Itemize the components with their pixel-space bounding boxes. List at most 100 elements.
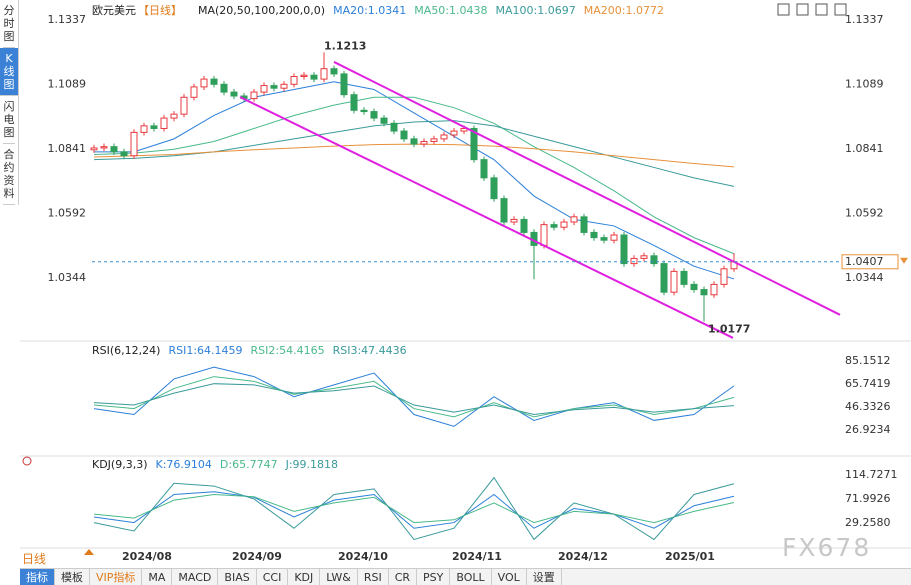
current-price-label: 1.0407 xyxy=(845,255,884,268)
background xyxy=(20,0,911,568)
candle-body xyxy=(310,74,318,80)
candle-body xyxy=(150,125,158,129)
y-tick-label: 114.7271 xyxy=(845,468,898,481)
candle-body xyxy=(460,127,468,132)
side-tabs: 分时图 K线图 闪电图 合约资料 xyxy=(0,0,19,205)
candle-body xyxy=(210,78,218,85)
candle-body xyxy=(110,146,118,153)
legend-entry: MA200:1.0772 xyxy=(584,4,664,17)
timeframe-label: 【日线】 xyxy=(138,3,182,17)
candle-body xyxy=(380,117,388,124)
ma-line xyxy=(93,96,735,255)
y-tick-label: 85.1512 xyxy=(845,354,891,367)
toolbar-icons[interactable] xyxy=(777,3,847,16)
trend-line xyxy=(239,96,734,339)
panel-legend: RSI(6,12,24) RSI1:64.1459 RSI2:54.4165 RSI3… xyxy=(92,344,407,357)
candle-body xyxy=(190,86,198,98)
indicator-line xyxy=(93,383,735,416)
panel-title: RSI(6,12,24) xyxy=(92,344,160,357)
candle-body xyxy=(650,255,658,265)
high-label: 1.1213 xyxy=(324,39,366,52)
candle-body xyxy=(450,130,458,136)
candle-body xyxy=(720,268,728,285)
y-tick-label: 1.1337 xyxy=(845,13,884,26)
y-tick-label: 46.3326 xyxy=(845,400,891,413)
candle-body xyxy=(620,234,628,265)
bottom-tab[interactable]: CR xyxy=(389,569,418,585)
trend-line xyxy=(333,61,841,316)
candle-body xyxy=(600,237,608,241)
indicator-label: MA(20,50,100,200,0,0) xyxy=(198,4,325,17)
y-tick-label-left: 1.0344 xyxy=(48,271,87,284)
y-tick-label-left: 1.1089 xyxy=(48,78,87,91)
bottom-tab[interactable]: VIP指标 xyxy=(90,569,143,585)
current-price-marker xyxy=(900,257,908,264)
candle-body xyxy=(200,78,208,88)
candle-body xyxy=(710,283,718,296)
indicator-line xyxy=(93,476,735,541)
side-tab[interactable]: 闪电图 xyxy=(3,96,15,144)
bottom-tab[interactable]: PSY xyxy=(417,569,451,585)
candle-body xyxy=(630,257,638,265)
candle-body xyxy=(330,68,338,75)
candle-body xyxy=(580,216,588,233)
watermark: FX678 xyxy=(782,533,872,562)
legend-entry: MA50:1.0438 xyxy=(414,4,487,17)
candle-body xyxy=(180,96,188,115)
candle-body xyxy=(370,111,378,119)
candle-body xyxy=(690,283,698,291)
settings-icon[interactable] xyxy=(22,456,32,466)
y-tick-label: 1.0841 xyxy=(845,142,884,155)
bottom-tab[interactable]: 模板 xyxy=(55,569,90,585)
candle-body xyxy=(280,83,288,89)
y-tick-label: 1.0344 xyxy=(845,271,884,284)
candle-body xyxy=(390,122,398,132)
side-tab[interactable]: 分时图 xyxy=(3,0,15,48)
candle-body xyxy=(220,83,228,93)
candle-body xyxy=(480,159,488,179)
bottom-tab[interactable]: 设置 xyxy=(527,569,562,585)
x-tick-label: 2024/09 xyxy=(232,550,282,563)
bottom-tab[interactable]: KDJ xyxy=(288,569,321,585)
candle-body xyxy=(500,198,508,223)
candle-body xyxy=(410,138,418,145)
candle-body xyxy=(400,130,408,140)
side-tab[interactable]: K线图 xyxy=(0,48,18,96)
timeframe-arrow[interactable] xyxy=(84,549,94,555)
legend-entry: MA100:1.0697 xyxy=(496,4,576,17)
bottom-tab[interactable]: VOL xyxy=(492,569,527,585)
y-tick-label: 26.9234 xyxy=(845,423,891,436)
y-tick-label-left: 1.0592 xyxy=(48,207,87,220)
candle-body xyxy=(170,113,178,119)
bottom-tab[interactable]: CCI xyxy=(257,569,289,585)
bottom-tab[interactable]: MACD xyxy=(172,569,219,585)
legend-entry: RSI2:54.4165 xyxy=(251,344,325,357)
candle-body xyxy=(350,94,358,111)
bottom-tabs: 指标 模板 VIP指标 MA MACD BIAS CCI KDJ LW& RSI CR PSY BOLL… xyxy=(20,568,911,585)
candle-body xyxy=(570,216,578,223)
candle-body xyxy=(250,91,258,100)
timeframe[interactable]: 日线 xyxy=(22,552,47,566)
legend-entry: K:76.9104 xyxy=(156,458,212,471)
bottom-tab[interactable]: LW& xyxy=(320,569,358,585)
panel-legend: KDJ(9,3,3) K:76.9104 D:65.7747 J:99.1818 xyxy=(92,458,338,471)
y-tick-label: 65.7419 xyxy=(845,377,891,390)
current-price-box xyxy=(841,254,899,270)
bottom-tab[interactable]: BIAS xyxy=(218,569,257,585)
indicator-line xyxy=(93,376,735,418)
candle-body xyxy=(360,109,368,113)
y-tick-label: 71.9926 xyxy=(845,492,891,505)
side-tab[interactable]: 合约资料 xyxy=(3,144,15,205)
candle-body xyxy=(300,74,308,78)
y-tick-label-left: 1.1337 xyxy=(48,13,87,26)
bottom-tab[interactable]: 指标 xyxy=(20,569,55,585)
bottom-tab[interactable]: MA xyxy=(142,569,173,585)
candle-body xyxy=(660,263,668,293)
candle-body xyxy=(100,146,108,149)
y-tick-label: 1.0592 xyxy=(845,207,884,220)
bottom-tab[interactable]: RSI xyxy=(358,569,389,585)
panel-legend: 欧元美元 【日线】 MA(20,50,100,200,0,0) MA20:1.0341… xyxy=(92,3,664,17)
bottom-tab[interactable]: BOLL xyxy=(450,569,492,585)
legend-entry: RSI1:64.1459 xyxy=(168,344,242,357)
